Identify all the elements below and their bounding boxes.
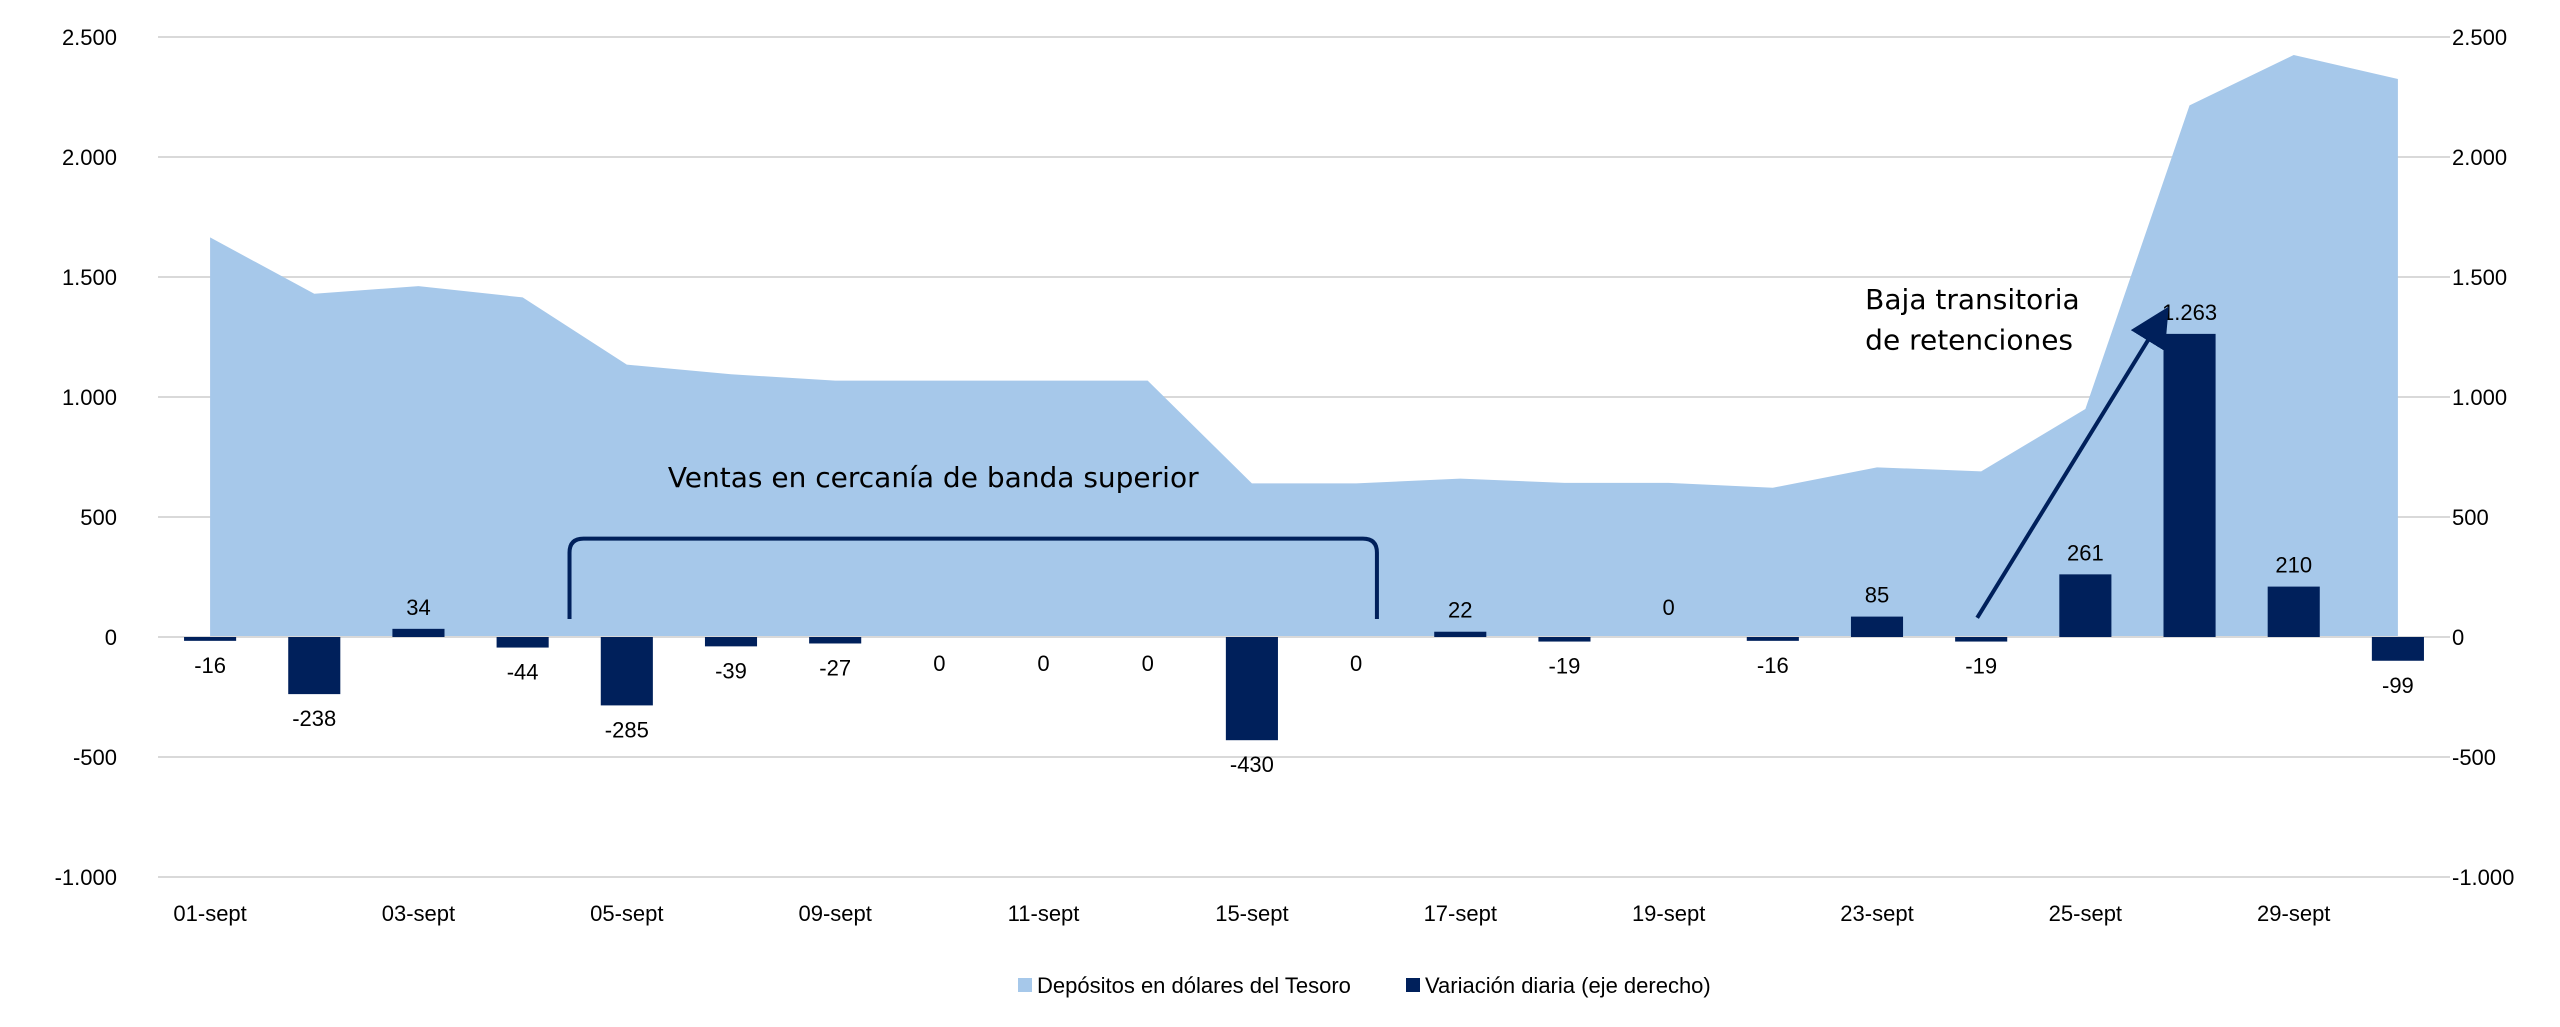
bar-daily-variation <box>1955 637 2008 642</box>
y-tick-label-left: 0 <box>105 625 117 650</box>
legend: Depósitos en dólares del Tesoro Variació… <box>1018 973 1711 998</box>
data-label: 0 <box>1350 651 1362 676</box>
legend-swatch-daily-variation <box>1406 978 1420 992</box>
x-tick-label: 25-sept <box>2049 901 2122 926</box>
bracket-shape <box>567 536 1379 619</box>
y-tick-label-left: -500 <box>73 745 117 770</box>
y-axis-left: -1.000 -500 0 500 1.000 1.500 2.000 2.500 <box>55 25 117 890</box>
y-tick-label-right: -500 <box>2452 745 2496 770</box>
bar-daily-variation <box>1746 637 1799 641</box>
y-tick-label-right: 1.000 <box>2452 385 2507 410</box>
y-tick-label-left: 1.500 <box>62 265 117 290</box>
x-tick-label: 01-sept <box>173 901 246 926</box>
bar-daily-variation <box>496 637 549 648</box>
data-label: 22 <box>1448 598 1472 623</box>
annotation-bracket-group: Ventas en cercanía de banda superior <box>567 461 1379 619</box>
data-label: -285 <box>605 717 649 742</box>
x-tick-label: 15-sept <box>1215 901 1288 926</box>
data-label: 0 <box>1037 651 1049 676</box>
data-labels: -16 -238 34 -44 -285 -39 -27 0 0 0 -430 0 22 -19 0 -16 8… <box>194 300 2414 777</box>
annotation-arrow-group: Baja transitoria de retenciones <box>1865 283 2169 619</box>
bar-daily-variation <box>1850 616 1904 637</box>
y-tick-label-right: 2.000 <box>2452 145 2507 170</box>
data-label: 261 <box>2067 540 2104 565</box>
x-tick-label: 11-sept <box>1008 901 1080 926</box>
data-label: -27 <box>819 655 851 680</box>
bar-daily-variation <box>2059 574 2112 637</box>
x-tick-label: 19-sept <box>1632 901 1705 926</box>
data-label: 210 <box>2275 553 2312 578</box>
x-axis: 01-sept 03-sept 05-sept 09-sept 11-sept 15-se… <box>173 901 2330 926</box>
data-label: -99 <box>2382 673 2414 698</box>
x-tick-label: 17-sept <box>1424 901 1497 926</box>
bar-daily-variation <box>2371 637 2424 661</box>
arrow-annotation-text-line-1: Baja transitoria <box>1865 283 2080 316</box>
bar-daily-variation <box>2267 586 2320 637</box>
bar-daily-variation <box>1225 637 1278 741</box>
bar-daily-variation <box>809 637 862 644</box>
x-tick-label: 23-sept <box>1840 901 1913 926</box>
bar-daily-variation <box>1434 631 1487 637</box>
y-axis-right: -1.000 -500 0 500 1.000 1.500 2.000 2.500 <box>2452 25 2514 890</box>
x-tick-label: 03-sept <box>382 901 455 926</box>
y-tick-label-right: -1.000 <box>2452 865 2514 890</box>
bar-daily-variation <box>392 628 445 637</box>
legend-label-deposits: Depósitos en dólares del Tesoro <box>1037 973 1351 998</box>
y-tick-label-left: 1.000 <box>62 385 117 410</box>
data-label: -19 <box>1965 654 1997 679</box>
y-tick-label-left: 500 <box>80 505 117 530</box>
legend-swatch-deposits <box>1018 978 1032 992</box>
area-deposits <box>210 55 2398 637</box>
data-label: -238 <box>292 706 336 731</box>
data-label: -19 <box>1549 654 1581 679</box>
bar-daily-variation <box>288 637 341 695</box>
bar-daily-variation <box>184 637 237 641</box>
y-tick-label-right: 0 <box>2452 625 2464 650</box>
bar-series-layer <box>184 333 2424 741</box>
data-label: 1.263 <box>2162 300 2217 325</box>
bar-daily-variation <box>2163 333 2216 637</box>
legend-label-daily-variation: Variación diaria (eje derecho) <box>1425 973 1711 998</box>
y-tick-label-left: 2.500 <box>62 25 117 50</box>
y-tick-label-left: -1.000 <box>55 865 117 890</box>
data-label: -430 <box>1230 752 1274 777</box>
data-label: 85 <box>1865 583 1889 608</box>
bar-daily-variation <box>704 637 758 647</box>
bar-daily-variation <box>600 637 653 706</box>
y-tick-label-right: 2.500 <box>2452 25 2507 50</box>
y-tick-label-left: 2.000 <box>62 145 117 170</box>
bracket-annotation-text: Ventas en cercanía de banda superior <box>668 461 1199 494</box>
bar-daily-variation <box>1538 637 1591 642</box>
x-tick-label: 09-sept <box>798 901 871 926</box>
area-series-layer <box>158 55 2450 638</box>
y-tick-label-right: 500 <box>2452 505 2489 530</box>
data-label: -44 <box>507 660 539 685</box>
x-tick-label: 29-sept <box>2257 901 2330 926</box>
data-label: 34 <box>406 595 430 620</box>
y-tick-label-right: 1.500 <box>2452 265 2507 290</box>
arrow-annotation-text-line-2: de retenciones <box>1865 324 2073 357</box>
data-label: 0 <box>933 651 945 676</box>
data-label: 0 <box>1142 651 1154 676</box>
data-label: 0 <box>1663 595 1675 620</box>
data-label: -16 <box>194 653 226 678</box>
arrow-shape <box>1975 306 2169 619</box>
x-tick-label: 05-sept <box>590 901 663 926</box>
data-label: -39 <box>715 658 747 683</box>
data-label: -16 <box>1757 653 1789 678</box>
